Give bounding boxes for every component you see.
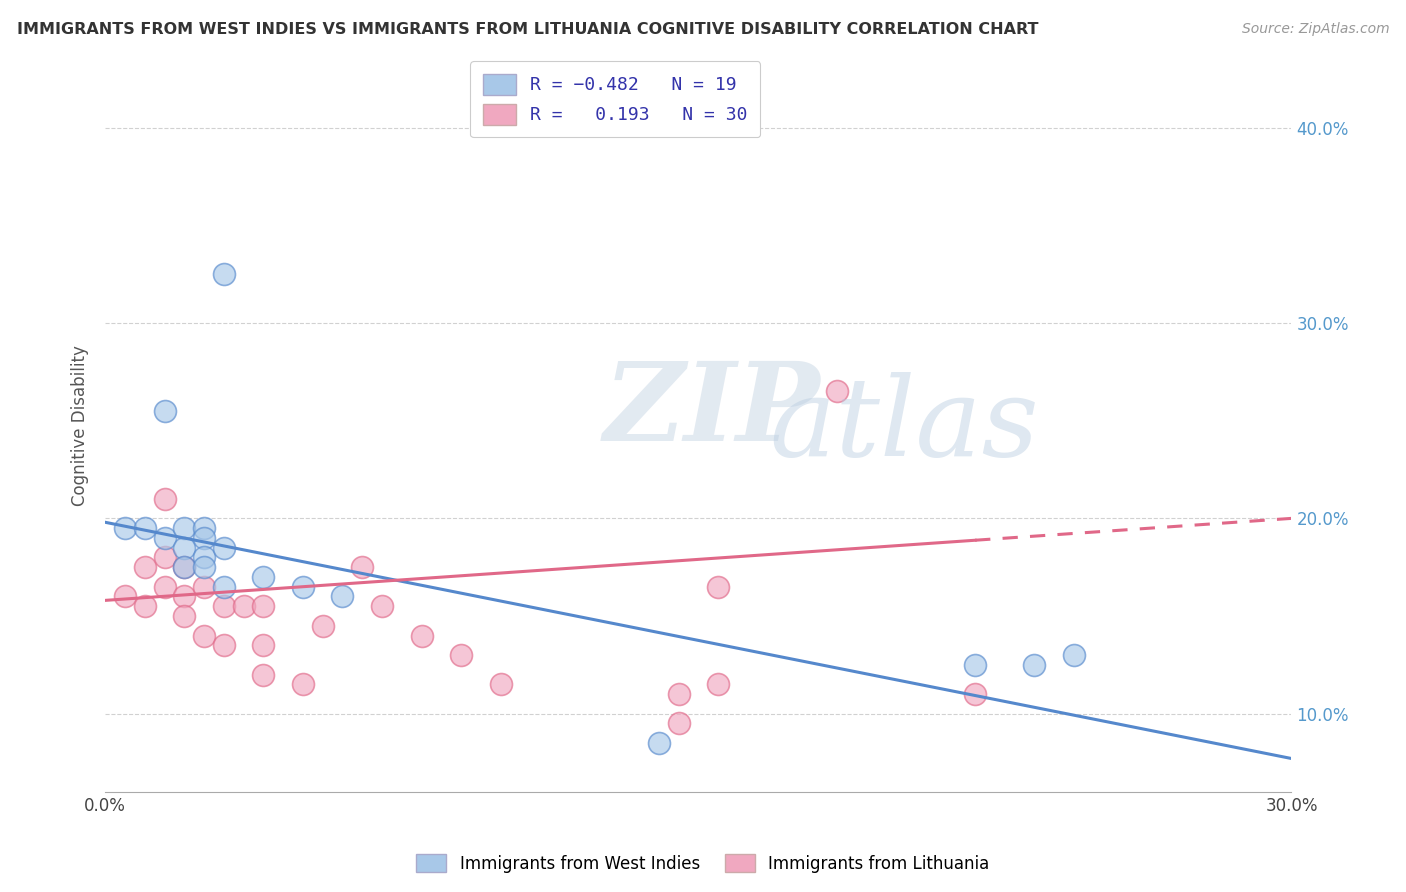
Point [252,638,274,652]
Point [707,580,730,594]
Point [134,599,156,614]
Point [212,580,235,594]
Point [193,580,215,594]
Point [371,599,394,614]
Point [252,570,274,584]
Point [173,590,195,604]
Point [312,619,335,633]
Point [193,550,215,565]
Point [668,687,690,701]
Point [450,648,472,662]
Point [114,590,136,604]
Point [153,580,176,594]
Point [173,560,195,574]
Point [153,491,176,506]
Point [648,736,671,750]
Point [173,609,195,624]
Point [153,531,176,545]
Text: IMMIGRANTS FROM WEST INDIES VS IMMIGRANTS FROM LITHUANIA COGNITIVE DISABILITY CO: IMMIGRANTS FROM WEST INDIES VS IMMIGRANT… [17,22,1039,37]
Text: ZIP: ZIP [603,358,820,465]
Point [134,560,156,574]
Point [489,677,512,691]
Point [1024,657,1046,672]
Text: Source: ZipAtlas.com: Source: ZipAtlas.com [1241,22,1389,37]
Point [332,590,354,604]
Point [707,677,730,691]
Point [212,599,235,614]
Point [193,531,215,545]
Y-axis label: Cognitive Disability: Cognitive Disability [72,345,89,506]
Point [173,521,195,535]
Point [153,404,176,418]
Point [232,599,254,614]
Point [212,541,235,555]
Point [291,580,314,594]
Point [173,541,195,555]
Point [173,560,195,574]
Point [965,657,987,672]
Point [193,628,215,642]
Point [212,638,235,652]
Point [825,384,848,399]
Point [193,521,215,535]
Text: atlas: atlas [769,372,1039,479]
Point [212,268,235,282]
Point [252,667,274,681]
Legend: Immigrants from West Indies, Immigrants from Lithuania: Immigrants from West Indies, Immigrants … [409,847,997,880]
Point [114,521,136,535]
Point [291,677,314,691]
Point [252,599,274,614]
Point [352,560,374,574]
Point [153,550,176,565]
Point [193,560,215,574]
Point [411,628,433,642]
Point [965,687,987,701]
Legend: R = −0.482   N = 19, R =   0.193   N = 30: R = −0.482 N = 19, R = 0.193 N = 30 [471,62,761,137]
Point [668,716,690,731]
Point [1063,648,1085,662]
Point [134,521,156,535]
